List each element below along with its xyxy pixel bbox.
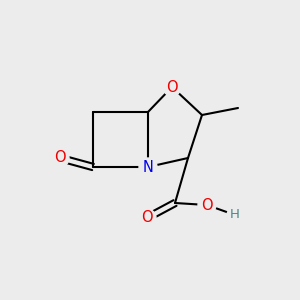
Circle shape (51, 149, 69, 167)
Circle shape (139, 158, 157, 176)
Text: O: O (54, 151, 66, 166)
Circle shape (163, 78, 181, 96)
Text: O: O (201, 197, 213, 212)
Circle shape (227, 207, 243, 223)
Text: O: O (141, 211, 153, 226)
Text: N: N (142, 160, 153, 175)
Text: H: H (230, 208, 240, 221)
Circle shape (138, 209, 156, 227)
Circle shape (198, 196, 216, 214)
Text: O: O (166, 80, 178, 94)
